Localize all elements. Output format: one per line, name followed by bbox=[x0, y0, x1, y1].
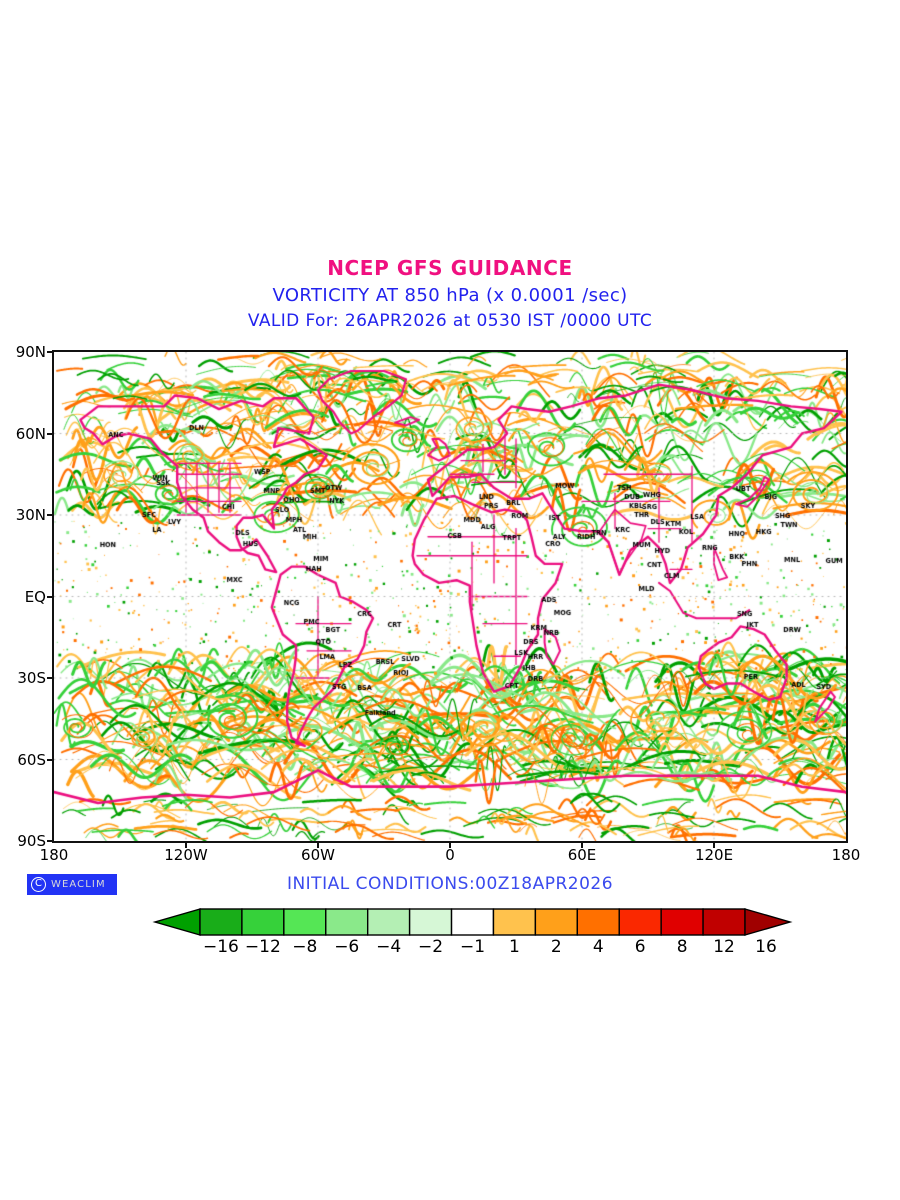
y-axis-tick-label: 60S bbox=[17, 750, 46, 769]
y-axis-tick bbox=[47, 514, 52, 516]
page-title: NCEP GFS GUIDANCE bbox=[327, 256, 573, 280]
colorbar-segment bbox=[199, 908, 243, 936]
colorbar-tick-label: −16 bbox=[203, 937, 239, 957]
colorbar-segment bbox=[325, 908, 369, 936]
colorbar-segment bbox=[408, 908, 453, 936]
y-axis-tick bbox=[47, 758, 52, 761]
x-axis-tick bbox=[449, 843, 451, 848]
y-axis-tick-label: 60N bbox=[15, 424, 46, 443]
colorbar-segment bbox=[534, 908, 579, 936]
colorbar-segment bbox=[618, 908, 662, 936]
colorbar-segment bbox=[492, 908, 537, 936]
y-axis-tick-label: EQ bbox=[24, 587, 46, 606]
y-axis-tick bbox=[47, 432, 52, 435]
vorticity-map-canvas bbox=[54, 352, 846, 841]
colorbar-tick-label: 8 bbox=[676, 937, 688, 957]
weaclim-logo: C WEACLIM bbox=[27, 874, 117, 895]
colorbar-tick-label: −2 bbox=[418, 937, 444, 957]
colorbar-segment bbox=[702, 908, 746, 936]
colorbar-tick-label: 12 bbox=[713, 937, 735, 957]
colorbar-tick-label: −4 bbox=[376, 937, 402, 957]
copyright-icon: C bbox=[31, 877, 46, 892]
colorbar-tick-label: 16 bbox=[755, 937, 777, 957]
colorbar-tick-label: −12 bbox=[244, 937, 281, 957]
x-axis-tick bbox=[317, 843, 319, 848]
colorbar-tick-label: −1 bbox=[459, 937, 486, 957]
weaclim-label: WEACLIM bbox=[51, 879, 106, 890]
colorbar-tick-label: 2 bbox=[550, 937, 562, 957]
colorbar-tick-label: 6 bbox=[634, 937, 646, 957]
colorbar-extend-left bbox=[152, 908, 201, 936]
colorbar-tick-label: −6 bbox=[334, 937, 360, 957]
x-axis-tick-label: 0 bbox=[445, 846, 455, 864]
colorbar-segment bbox=[283, 908, 327, 936]
y-axis-tick-label: 30S bbox=[17, 669, 46, 687]
title-block: NCEP GFS GUIDANCE VORTICITY AT 850 hPa (… bbox=[0, 258, 900, 330]
colorbar: −16 −12 −8 −6 −4 −2 −1 1 2 4 6 8 12 16 bbox=[0, 905, 900, 965]
y-axis-tick-label: 90S bbox=[17, 832, 46, 850]
colorbar-swatches bbox=[152, 908, 793, 936]
initial-conditions-label: INITIAL CONDITIONS:00Z18APR2026 bbox=[286, 874, 614, 894]
colorbar-segment bbox=[660, 908, 704, 936]
x-axis-tick-label: 180 bbox=[831, 846, 861, 864]
x-axis-tick bbox=[185, 843, 187, 848]
valid-time-label: VALID For: 26APR2026 at 0530 IST /0000 U… bbox=[247, 311, 653, 331]
colorbar-segment bbox=[366, 908, 411, 936]
x-axis-tick-label: 60W bbox=[301, 846, 335, 864]
subtitle-field: VORTICITY AT 850 hPa (x 0.0001 /sec) bbox=[272, 285, 628, 306]
colorbar-segment bbox=[576, 908, 620, 936]
colorbar-segment bbox=[450, 908, 495, 936]
x-axis-tick-label: 120E bbox=[694, 846, 734, 864]
y-axis-tick bbox=[47, 595, 52, 598]
x-axis-tick bbox=[713, 843, 715, 848]
y-axis-tick-label: 30N bbox=[15, 506, 46, 524]
colorbar-extend-right bbox=[744, 908, 793, 936]
x-axis-tick-label: 180 bbox=[39, 846, 69, 864]
y-axis-tick-label: 90N bbox=[15, 343, 46, 361]
colorbar-tick-label: 1 bbox=[509, 937, 520, 957]
y-axis-tick bbox=[47, 677, 52, 679]
x-axis-tick bbox=[581, 843, 583, 848]
y-axis-tick bbox=[47, 840, 52, 842]
y-axis-tick bbox=[47, 351, 52, 353]
colorbar-segment bbox=[241, 908, 285, 936]
x-axis-tick-label: 120W bbox=[164, 846, 208, 864]
x-axis-tick-label: 60E bbox=[567, 846, 597, 864]
colorbar-tick-label: 4 bbox=[592, 937, 604, 957]
colorbar-tick-label: −8 bbox=[292, 937, 318, 957]
map-plot-area[interactable] bbox=[52, 350, 848, 843]
